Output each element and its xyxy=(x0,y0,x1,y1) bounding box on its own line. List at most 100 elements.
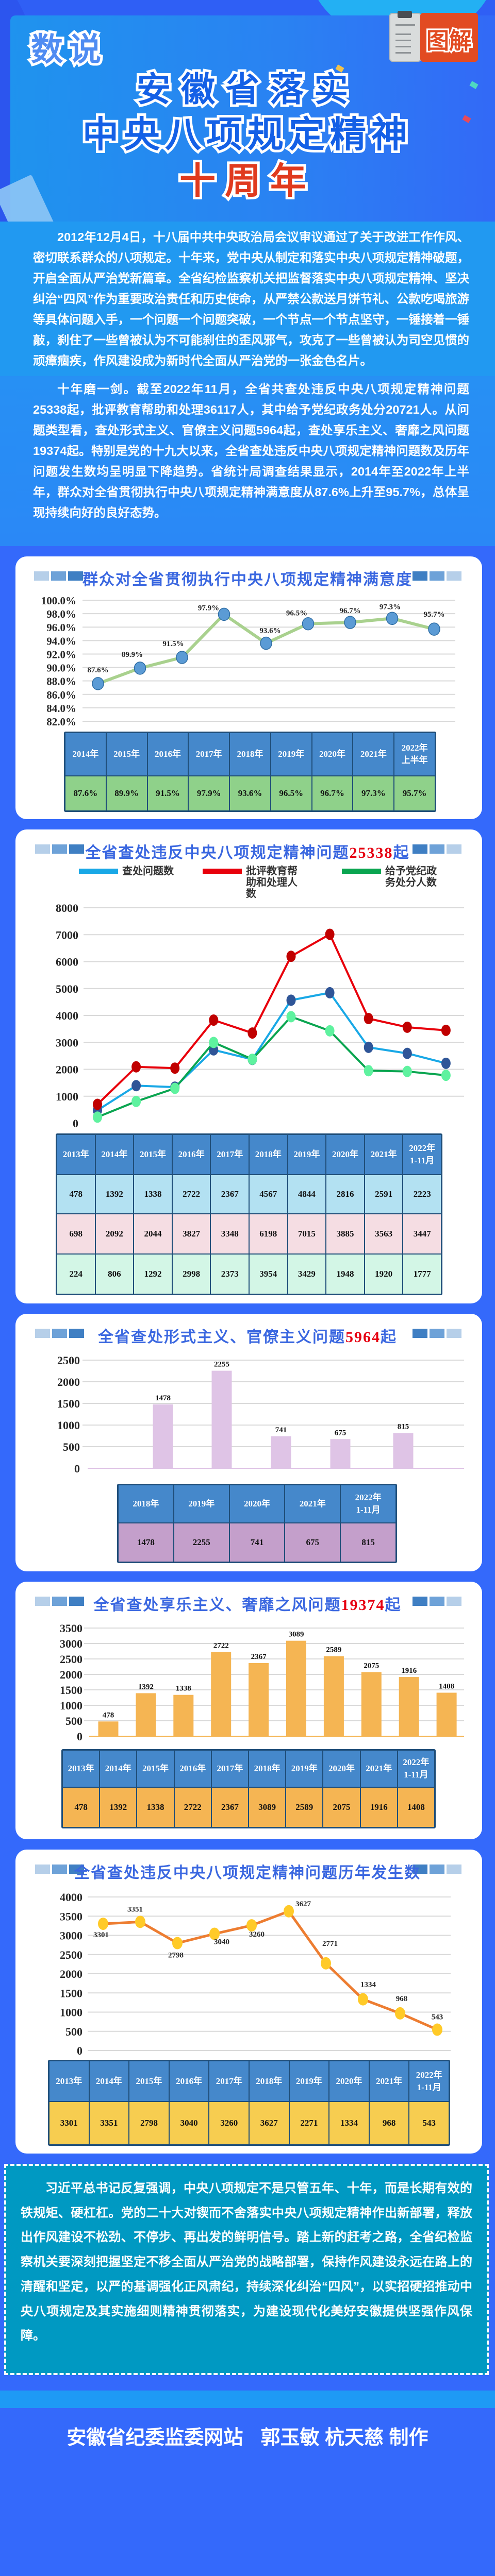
table-cell: 3885 xyxy=(326,1214,364,1253)
y-tick-label: 100.0% xyxy=(41,595,76,607)
intro-section-1: 2012年12月4日，十八届中共中央政治局会议审议通过了关于改进工作作风、密切联… xyxy=(0,222,495,376)
table-header-cell: 2015年 xyxy=(134,1135,172,1174)
title-decoration-right xyxy=(412,1329,461,1338)
chart-title: 全省查处违反中央八项规定精神问题25338起 xyxy=(0,840,495,862)
table-header-cell: 2018年 xyxy=(119,1485,173,1522)
bar xyxy=(399,1677,419,1736)
y-tick-label: 2500 xyxy=(57,1354,80,1367)
data-label: 2798 xyxy=(168,1952,184,1960)
table-cell: 2998 xyxy=(172,1255,210,1294)
y-tick-label: 1000 xyxy=(60,2006,82,2019)
y-tick-label: 7000 xyxy=(56,928,78,941)
data-point xyxy=(302,617,315,631)
y-tick-label: 0 xyxy=(77,1730,82,1743)
bar xyxy=(271,1436,291,1468)
formalism-table: 2018年 2019年 2020年 2021年 2022年 1-11月 1478 2255 74… xyxy=(117,1484,397,1563)
data-point xyxy=(325,928,335,940)
table-header-cell: 2019年 xyxy=(271,733,311,775)
data-point xyxy=(441,1024,451,1036)
bar xyxy=(330,1439,351,1468)
y-tick-label: 82.0% xyxy=(46,716,76,728)
satisfaction-line-chart: 82.0%84.0%86.0%88.0%90.0% 92.0%94.0%96.0%… xyxy=(41,595,455,728)
data-label: 97.9% xyxy=(198,604,219,612)
data-label: 2771 xyxy=(322,1940,338,1948)
data-point xyxy=(441,1057,451,1069)
table-cell: 1338 xyxy=(137,1788,174,1827)
table-cell: 96.5% xyxy=(271,776,311,810)
data-point xyxy=(209,1037,219,1048)
bar-value-label: 1408 xyxy=(439,1683,454,1691)
bar xyxy=(286,1640,306,1736)
footer-credit: 安徽省纪委监委网站 郭玉敏 杭天慈 制作 xyxy=(0,2421,495,2450)
y-tick-label: 1000 xyxy=(57,1419,80,1432)
table-cell: 6198 xyxy=(249,1214,287,1253)
y-tick-label: 98.0% xyxy=(46,608,76,620)
chart-title: 全省查处违反中央八项规定精神问题历年发生数 xyxy=(74,1865,421,1882)
chart-title: 全省查处形式主义、官僚主义问题5964起 xyxy=(0,1324,495,1347)
table-cell: 3301 xyxy=(50,2102,89,2144)
y-tick-label: 8000 xyxy=(56,902,78,914)
chart-title: 群众对全省贯彻执行中央八项规定精神满意度 xyxy=(82,571,412,588)
title-decoration-right xyxy=(412,1597,461,1606)
table-header-cell: 2013年 xyxy=(57,1135,95,1174)
table-cell: 3348 xyxy=(211,1214,249,1253)
table-header-cell: 2017年 xyxy=(189,733,229,775)
y-tick-label: 500 xyxy=(65,1715,82,1727)
bar xyxy=(173,1694,194,1736)
series-line xyxy=(96,933,447,1105)
table-header-cell: 2019年 xyxy=(289,2061,329,2101)
data-point xyxy=(92,677,104,690)
table-cell: 815 xyxy=(341,1523,395,1562)
title-decoration-right xyxy=(412,1865,461,1874)
table-cell: 91.5% xyxy=(147,776,188,810)
data-point xyxy=(134,662,146,675)
data-label: 1334 xyxy=(360,1981,376,1989)
table-header-cell: 2014年 xyxy=(89,2061,129,2101)
table-header-cell: 2021年 xyxy=(360,1751,397,1787)
table-header-cell: 2021年 xyxy=(365,1135,403,1174)
bar xyxy=(136,1693,156,1736)
y-tick-label: 1500 xyxy=(60,1684,82,1697)
intro-paragraph-2: 十年磨一剑。截至2022年11月，全省共查处违反中央八项规定精神问题25338起… xyxy=(33,382,469,519)
data-label: 95.7% xyxy=(423,611,444,619)
table-cell: 3447 xyxy=(403,1214,441,1253)
y-tick-label: 3500 xyxy=(60,1910,82,1923)
y-tick-label: 90.0% xyxy=(46,662,76,674)
table-cell: 97.3% xyxy=(353,776,394,810)
data-label: 96.5% xyxy=(286,609,307,618)
y-tick-label: 1500 xyxy=(57,1397,80,1410)
table-cell: 1392 xyxy=(95,1175,134,1213)
y-tick-label: 84.0% xyxy=(46,702,76,715)
data-label: 3260 xyxy=(249,1930,265,1939)
y-tick-label: 4000 xyxy=(56,1009,78,1022)
table-cell: 95.7% xyxy=(394,776,435,810)
data-point xyxy=(248,1054,257,1065)
data-point xyxy=(209,1014,219,1026)
table-header-cell: 2019年 xyxy=(288,1135,326,1174)
main-title-line1: 安徽省落实 xyxy=(134,66,358,112)
infographic-page: 数说 安徽省落实 中央八项规定精神 十周年 图解 2012年12月4日，十八届中… xyxy=(0,0,495,2450)
y-tick-label: 96.0% xyxy=(46,621,76,634)
intro-paragraph-1: 2012年12月4日，十八届中共中央政治局会议审议通过了关于改进工作作风、密切联… xyxy=(33,230,469,367)
bar xyxy=(436,1692,457,1736)
table-header-cell: 2013年 xyxy=(50,2061,89,2101)
y-tick-label: 94.0% xyxy=(46,635,76,647)
data-label: 543 xyxy=(432,2013,443,2022)
table-header-cell: 2017年 xyxy=(209,2061,249,2101)
intro-section-2: 十年磨一剑。截至2022年11月，全省共查处违反中央八项规定精神问题25338起… xyxy=(0,376,495,546)
y-tick-label: 5000 xyxy=(56,982,78,995)
data-point xyxy=(441,1070,451,1081)
table-header-cell: 2014年 xyxy=(100,1751,137,1787)
data-label: 97.3% xyxy=(380,603,401,611)
bar-value-label: 2255 xyxy=(214,1361,229,1369)
table-cell: 2816 xyxy=(326,1175,364,1213)
data-point xyxy=(93,1098,102,1110)
table-cell: 1920 xyxy=(365,1255,403,1294)
table-header-cell: 2016年 xyxy=(147,733,188,775)
table-header-cell: 2022年 上半年 xyxy=(394,733,435,775)
data-label: 968 xyxy=(396,1995,408,2003)
table-header-cell: 2021年 xyxy=(353,733,394,775)
table-header-cell: 2013年 xyxy=(63,1751,100,1787)
title-decoration-left xyxy=(35,1865,84,1874)
table-cell: 89.9% xyxy=(106,776,147,810)
